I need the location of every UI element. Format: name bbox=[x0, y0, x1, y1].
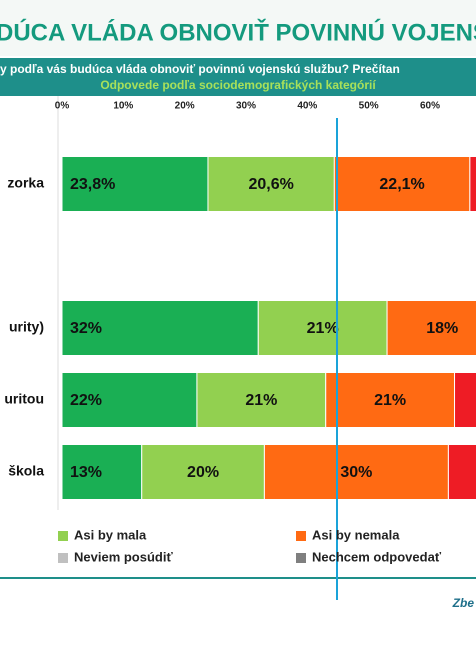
x-tick-label: 20% bbox=[175, 101, 195, 112]
value-label: 32% bbox=[70, 320, 102, 337]
bar-segment bbox=[141, 444, 265, 500]
value-label: 20% bbox=[187, 464, 219, 481]
bar-segment bbox=[454, 372, 476, 428]
legend-swatch bbox=[296, 553, 306, 563]
bar-segment bbox=[61, 156, 209, 212]
legend-label: Asi by mala bbox=[74, 527, 147, 542]
bar-segment bbox=[61, 372, 198, 428]
value-label: 21% bbox=[307, 320, 339, 337]
legend-label: Nechcem odpovedať bbox=[312, 549, 442, 564]
value-label: 22,1% bbox=[379, 176, 424, 193]
value-label: 22% bbox=[70, 392, 102, 409]
value-label: 21% bbox=[374, 392, 406, 409]
value-label: 30% bbox=[340, 464, 372, 481]
footer: Zbe bbox=[452, 596, 475, 610]
bar-segment bbox=[196, 372, 327, 428]
title-band bbox=[0, 0, 476, 56]
bar-segment bbox=[207, 156, 335, 212]
category-label: uritou bbox=[4, 391, 44, 407]
value-label: 21% bbox=[245, 392, 277, 409]
bar-segment bbox=[469, 156, 476, 212]
bar-segment bbox=[386, 300, 476, 356]
legend-swatch bbox=[58, 553, 68, 563]
category-label: zorka bbox=[7, 175, 44, 191]
legend-label: Neviem posúdiť bbox=[74, 549, 173, 564]
x-tick-label: 40% bbox=[297, 101, 317, 112]
legend-swatch bbox=[58, 531, 68, 541]
bar-segment bbox=[263, 444, 449, 500]
value-label: 23,8% bbox=[70, 176, 115, 193]
x-tick-label: 30% bbox=[236, 101, 256, 112]
value-label: 20,6% bbox=[248, 176, 293, 193]
x-tick-label: 50% bbox=[359, 101, 379, 112]
bar-segment bbox=[447, 444, 476, 500]
chart-title: DÚCA VLÁDA OBNOVIŤ POVINNÚ VOJENS bbox=[0, 18, 476, 46]
legend-swatch bbox=[296, 531, 306, 541]
category-label: urity) bbox=[9, 319, 44, 335]
x-tick-label: 0% bbox=[55, 101, 70, 112]
subtitle-band bbox=[0, 58, 476, 96]
subtitle2: Odpovede podľa sociodemografických kateg… bbox=[100, 78, 376, 92]
value-label: 18% bbox=[426, 320, 458, 337]
value-label: 13% bbox=[70, 464, 102, 481]
x-tick-label: 10% bbox=[113, 101, 133, 112]
category-label: škola bbox=[8, 463, 44, 479]
bar-segment bbox=[61, 444, 143, 500]
legend-label: Asi by nemala bbox=[312, 527, 400, 542]
subtitle: y podľa vás budúca vláda obnoviť povinnú… bbox=[0, 62, 400, 76]
x-tick-label: 60% bbox=[420, 101, 440, 112]
